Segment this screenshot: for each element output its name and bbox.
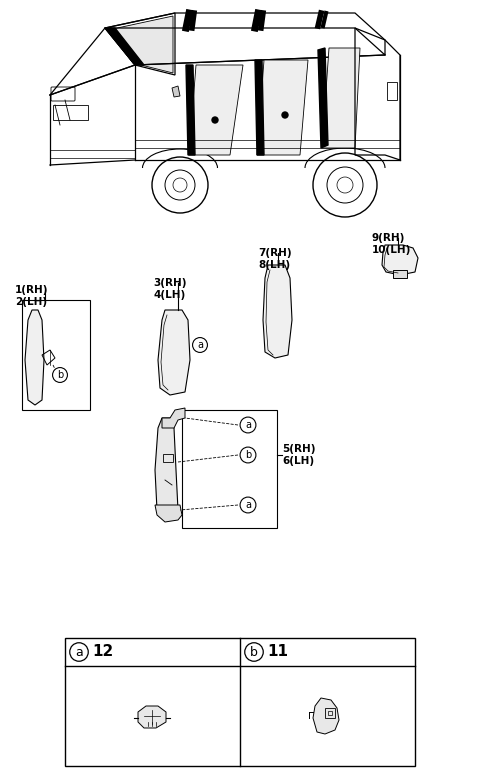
Polygon shape <box>257 60 308 155</box>
Polygon shape <box>255 60 264 155</box>
Text: 7(RH)
8(LH): 7(RH) 8(LH) <box>258 248 292 270</box>
Text: b: b <box>245 450 251 460</box>
Polygon shape <box>189 65 243 155</box>
Polygon shape <box>108 16 173 73</box>
Text: b: b <box>250 645 258 658</box>
Text: a: a <box>197 340 203 350</box>
Bar <box>53 105 88 120</box>
Polygon shape <box>158 310 190 395</box>
Circle shape <box>282 112 288 118</box>
Polygon shape <box>162 408 185 428</box>
Polygon shape <box>382 245 418 275</box>
Circle shape <box>212 117 218 123</box>
Text: 9(RH)
10(LH): 9(RH) 10(LH) <box>372 233 411 255</box>
Polygon shape <box>263 265 292 358</box>
Polygon shape <box>393 270 407 278</box>
Bar <box>22 300 90 410</box>
Text: 1(RH)
2(LH): 1(RH) 2(LH) <box>15 285 48 307</box>
Text: b: b <box>57 370 63 380</box>
Text: 5(RH)
6(LH): 5(RH) 6(LH) <box>282 444 315 466</box>
Bar <box>182 410 277 528</box>
Polygon shape <box>322 48 360 148</box>
Text: a: a <box>245 500 251 510</box>
Polygon shape <box>138 706 166 728</box>
Polygon shape <box>155 505 182 522</box>
Polygon shape <box>25 310 44 405</box>
Text: 11: 11 <box>267 644 288 659</box>
Text: 3(RH)
4(LH): 3(RH) 4(LH) <box>153 278 187 300</box>
Polygon shape <box>105 28 144 65</box>
Bar <box>163 454 173 462</box>
Polygon shape <box>313 698 339 734</box>
Bar <box>325 708 335 718</box>
Text: a: a <box>75 645 83 658</box>
Bar <box>328 711 332 715</box>
Bar <box>65 638 415 766</box>
Text: a: a <box>245 420 251 430</box>
Text: 12: 12 <box>92 644 114 659</box>
Polygon shape <box>318 48 328 148</box>
Bar <box>387 82 397 100</box>
Polygon shape <box>155 418 178 518</box>
Polygon shape <box>186 65 195 155</box>
Polygon shape <box>172 86 180 97</box>
